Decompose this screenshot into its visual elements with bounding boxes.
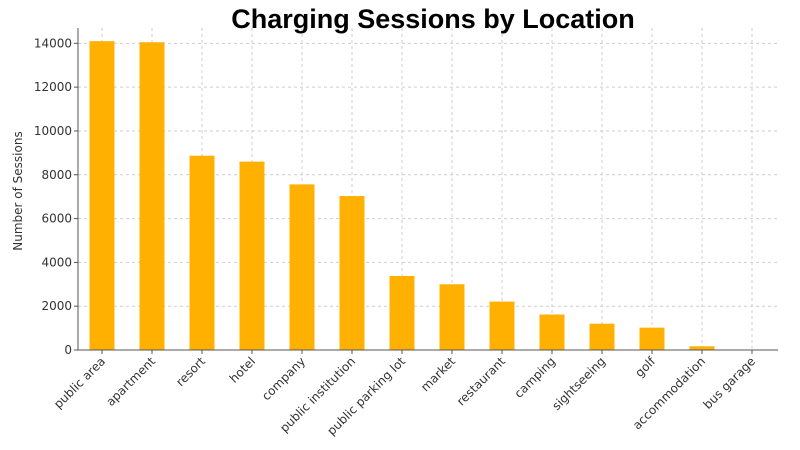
y-tick-label: 4000 <box>41 255 72 269</box>
bar <box>239 161 265 350</box>
y-tick-label: 14000 <box>34 36 72 50</box>
y-tick-label: 8000 <box>41 168 72 182</box>
x-tick-label: hotel <box>227 354 258 385</box>
x-tick-label: public area <box>51 354 108 411</box>
axes <box>74 28 778 354</box>
x-tick-label: sightseeing <box>549 354 608 413</box>
bar <box>139 42 165 350</box>
bar <box>439 284 465 350</box>
bar <box>489 301 515 350</box>
y-tick-label: 2000 <box>41 299 72 313</box>
bar <box>389 275 415 350</box>
bars <box>89 41 765 351</box>
grid-lines <box>78 28 778 351</box>
x-tick-label: camping <box>512 354 559 401</box>
x-tick-label: restaurant <box>454 354 508 408</box>
bar <box>589 323 615 350</box>
bar <box>639 327 665 350</box>
y-tick-label: 10000 <box>34 124 72 138</box>
x-tick-label: apartment <box>103 354 158 409</box>
x-tick-label: resort <box>173 354 208 389</box>
y-tick-labels: 0 2000 4000 6000 8000 10000 12000 14000 <box>34 36 72 357</box>
bar <box>189 155 215 350</box>
y-axis-label: Number of Sessions <box>11 131 25 250</box>
y-tick-label: 0 <box>64 343 72 357</box>
bar <box>339 196 365 350</box>
bar <box>689 346 715 350</box>
x-tick-label: golf <box>632 354 658 380</box>
x-tick-label: market <box>418 354 458 394</box>
x-tick-label: company <box>259 354 308 403</box>
y-tick-label: 12000 <box>34 80 72 94</box>
y-tick-label: 6000 <box>41 212 72 226</box>
bar <box>89 41 115 351</box>
bar <box>289 184 315 350</box>
x-tick-label: bus garage <box>700 354 758 412</box>
chart-title: Charging Sessions by Location <box>231 4 635 34</box>
bar <box>539 314 565 350</box>
